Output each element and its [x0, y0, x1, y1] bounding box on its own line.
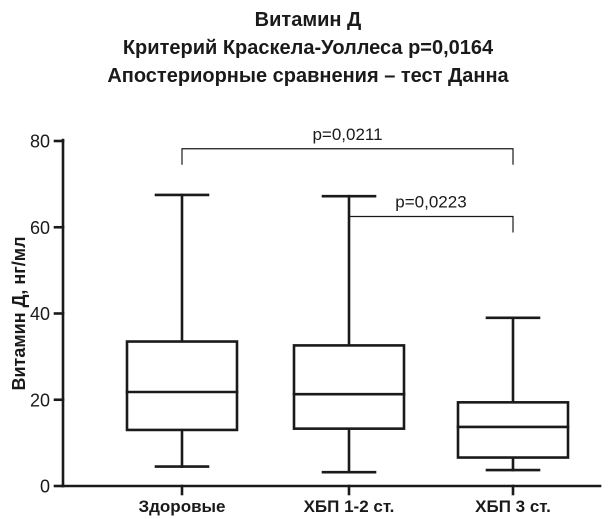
y-tick-label: 60 [30, 218, 50, 238]
chart-title-line-3: Апостериорные сравнения – тест Данна [107, 65, 509, 87]
chart-title-line-1: Витамин Д [254, 9, 362, 31]
p-value-label: p=0,0223 [395, 192, 466, 211]
p-value-label: p=0,0211 [312, 125, 382, 144]
iqr-box [292, 344, 406, 430]
iqr-box [125, 340, 239, 432]
significance-bracket [181, 148, 514, 165]
x-category-label: Здоровые [138, 497, 225, 516]
y-tick-label: 0 [40, 477, 50, 497]
chart-title-line-2: Критерий Краскела-Уоллеса p=0,0164 [122, 37, 494, 59]
y-axis-label: Витамин Д, нг/мл [9, 236, 29, 390]
y-tick-label: 40 [30, 304, 50, 324]
x-category-label: ХБП 1-2 ст. [304, 497, 395, 516]
y-tick-label: 20 [30, 390, 50, 410]
y-tick-label: 80 [30, 132, 50, 152]
x-category-label: ХБП 3 ст. [475, 497, 551, 516]
significance-bracket [348, 215, 514, 233]
iqr-box [456, 401, 570, 459]
